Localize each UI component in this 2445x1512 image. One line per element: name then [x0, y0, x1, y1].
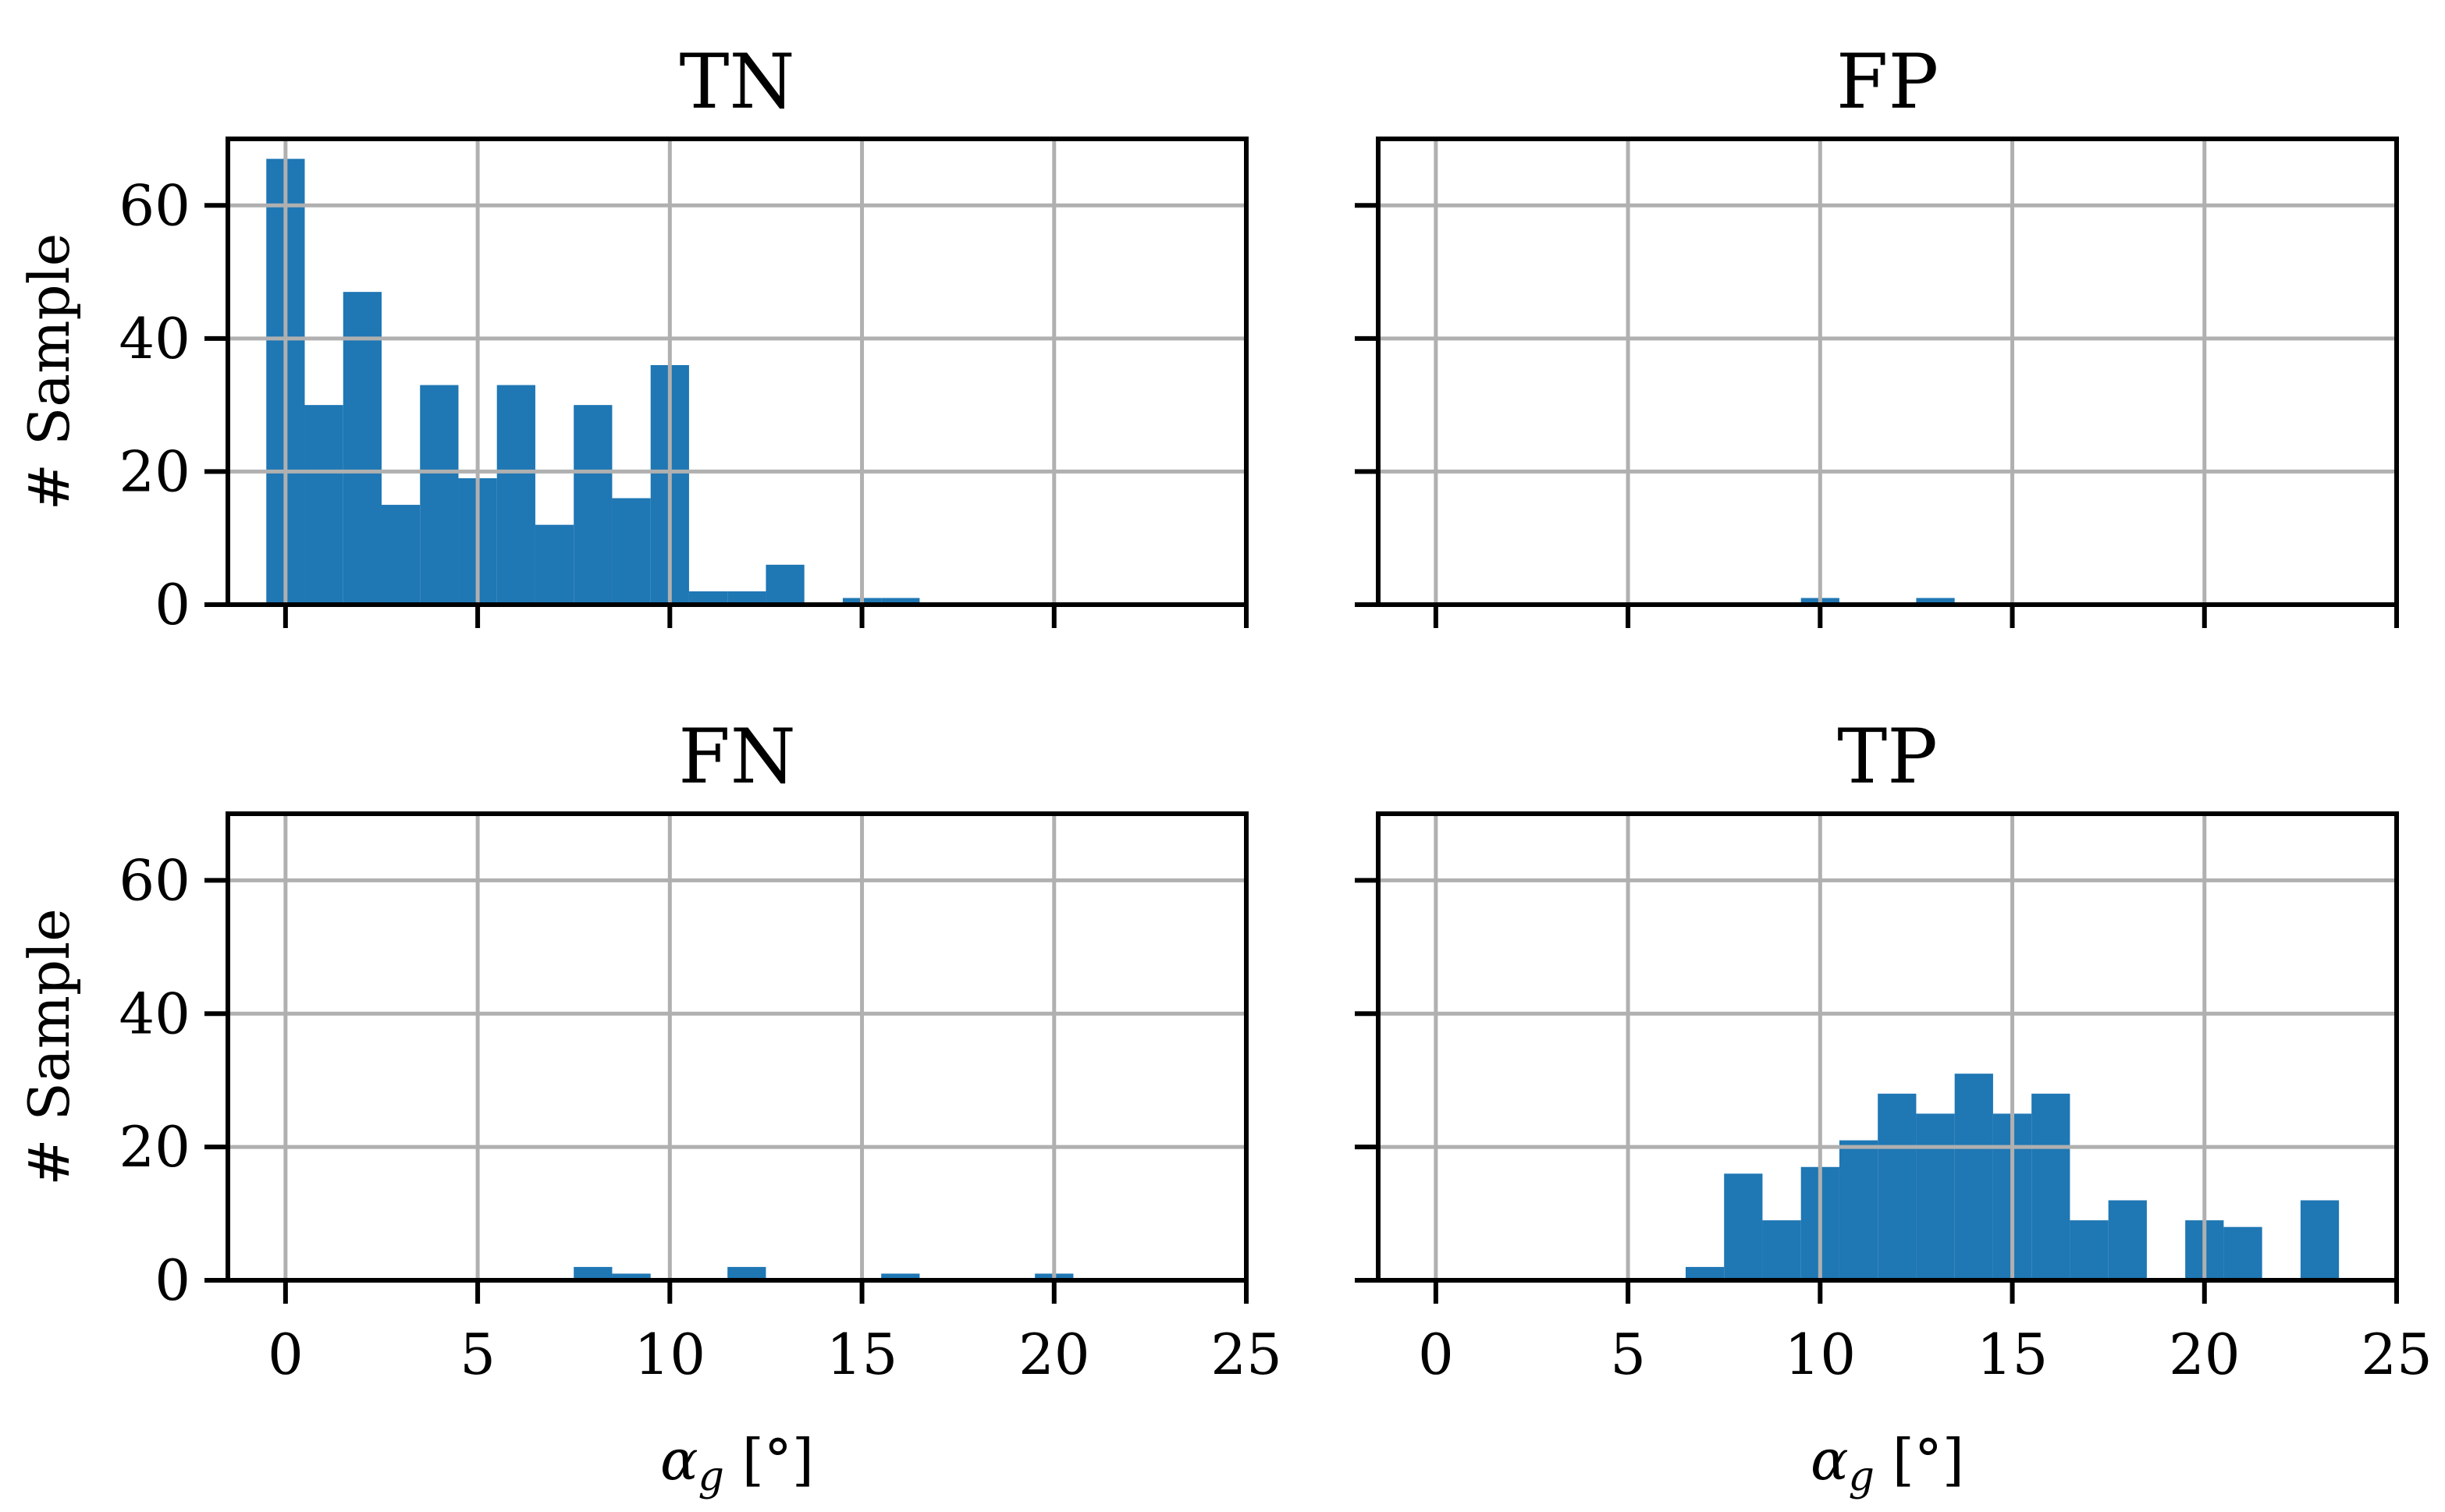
- y-tick-label: 20: [119, 1114, 190, 1180]
- histogram-bar: [1685, 1266, 1725, 1280]
- x-tick-label: 5: [460, 1322, 496, 1387]
- axes-frame: [1376, 811, 2399, 1283]
- histogram-bar: [1762, 1220, 1801, 1280]
- histogram-bar: [535, 524, 574, 605]
- histogram-bar: [2223, 1226, 2262, 1280]
- histogram-bar: [420, 385, 459, 605]
- histogram-bar: [574, 405, 613, 605]
- histogram-bar: [612, 498, 651, 605]
- y-axis-label: # Sample: [16, 908, 82, 1185]
- x-tick-label: 25: [1210, 1322, 1282, 1387]
- axes-frame: [1376, 137, 2399, 607]
- histogram-bar: [1878, 1093, 1917, 1280]
- y-axis-label: # Sample: [16, 233, 82, 510]
- axes-frame: [226, 811, 1249, 1283]
- x-tick-label: 0: [268, 1322, 304, 1387]
- histogram-bar: [688, 591, 728, 605]
- histogram-bar: [2300, 1200, 2340, 1280]
- histogram-bar: [1954, 1074, 1993, 1280]
- y-tick-label: 60: [119, 847, 190, 913]
- histogram-bar: [574, 1266, 613, 1280]
- histogram-bar: [2031, 1093, 2070, 1280]
- x-tick-label: 15: [826, 1322, 898, 1387]
- panel-title: FN: [678, 713, 796, 800]
- x-tick-label: 15: [1977, 1322, 2049, 1387]
- panel-fp: FP: [1355, 38, 2399, 628]
- y-tick-label: 0: [155, 1248, 190, 1313]
- panel-tp: 0 5 10 15 20 25 TP αg [°]: [1355, 713, 2433, 1500]
- x-tick-label: 25: [2361, 1322, 2433, 1387]
- y-tick-label: 0: [155, 572, 190, 637]
- panel-fn: 0 5 10 15 20 25 0 20 40 60 FN # Sample αg [°]: [16, 713, 1282, 1500]
- panel-tn: 0 20 40 60 TN # Sample: [16, 38, 1249, 637]
- histogram-bar: [1916, 598, 1955, 605]
- panel-title: TN: [679, 38, 794, 126]
- histogram-bar: [727, 591, 766, 605]
- histogram-bar: [766, 564, 805, 605]
- y-tick-label: 40: [119, 306, 190, 371]
- x-tick-label: 10: [1785, 1322, 1857, 1387]
- x-tick-label: 5: [1610, 1322, 1646, 1387]
- x-tick-label: 20: [1018, 1322, 1090, 1387]
- panel-title: TP: [1837, 713, 1938, 800]
- histogram-bar: [1839, 1140, 1878, 1280]
- y-tick-label: 20: [119, 438, 190, 504]
- x-tick-label: 0: [1418, 1322, 1454, 1387]
- histogram-bar: [881, 1273, 920, 1280]
- histogram-bar: [381, 505, 421, 605]
- histogram-bar: [1724, 1173, 1763, 1280]
- axes-frame: [226, 137, 1249, 607]
- x-tick-label: 20: [2169, 1322, 2241, 1387]
- panel-title: FP: [1836, 38, 1939, 126]
- histogram-bar: [2070, 1220, 2109, 1280]
- x-axis-label: αg [°]: [1811, 1427, 1964, 1500]
- histogram-bar: [496, 385, 535, 605]
- histogram-bar: [343, 292, 382, 605]
- x-axis-label: αg [°]: [660, 1427, 814, 1500]
- histogram-bar: [881, 598, 920, 605]
- histogram-bar: [727, 1266, 766, 1280]
- histogram-bar: [2108, 1200, 2147, 1280]
- histogram-bar: [1916, 1113, 1955, 1280]
- y-tick-label: 60: [119, 172, 190, 238]
- y-tick-label: 40: [119, 981, 190, 1046]
- x-tick-label: 10: [634, 1322, 706, 1387]
- histogram-bar: [612, 1273, 651, 1280]
- histogram-bar: [304, 405, 343, 605]
